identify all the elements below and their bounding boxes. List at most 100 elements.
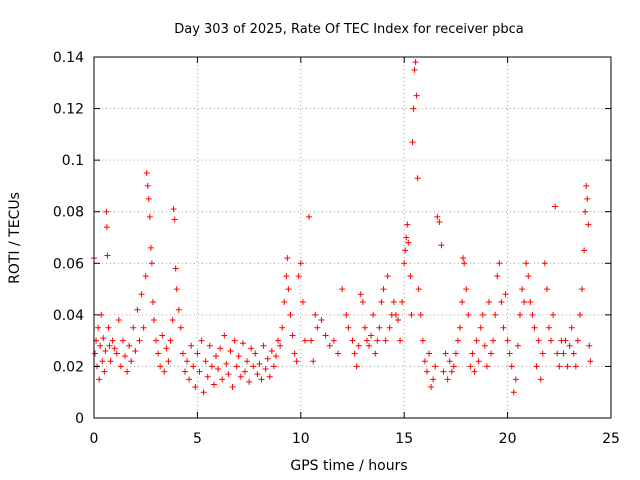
data-point-marker [96,376,103,383]
data-point-marker [144,182,151,189]
data-point-marker [426,350,433,357]
data-point-marker [339,286,346,293]
data-point-marker [572,363,579,370]
data-point-marker [170,206,177,213]
data-point-marker [566,342,573,349]
data-point-marker [519,286,526,293]
x-axis-ticks: 0 5 10 15 20 25 [90,57,620,447]
data-point-marker [206,342,213,349]
data-point-marker [529,311,536,318]
x-tick-label: 0 [90,431,99,447]
data-point-marker [272,353,279,360]
data-point-marker [496,260,503,267]
data-point-marker [266,373,273,380]
x-axis-label: GPS time / hours [290,458,407,474]
data-point-marker [213,353,220,360]
data-point-marker [450,363,457,370]
data-point-marker [353,363,360,370]
data-point-marker [492,311,499,318]
data-point-marker [217,345,224,352]
data-point-marker [248,345,255,352]
data-point-marker [432,363,439,370]
data-point-marker [181,368,188,375]
data-point-marker [237,373,244,380]
data-point-marker [438,242,445,249]
data-point-marker [582,208,589,215]
y-axis-label: ROTI / TECUs [7,192,23,284]
data-point-marker [293,358,300,365]
data-point-marker [287,311,294,318]
data-point-marker [394,317,401,324]
data-point-marker [306,213,313,220]
data-point-marker [570,350,577,357]
y-tick-label: 0.08 [53,205,84,221]
data-point-marker [148,260,155,267]
data-point-marker [448,368,455,375]
data-point-marker [512,376,519,383]
data-point-marker [562,337,569,344]
data-point-marker [256,360,263,367]
data-point-marker [539,350,546,357]
data-point-marker [106,342,113,349]
data-point-marker [473,337,480,344]
data-point-marker [281,298,288,305]
data-point-marker [124,368,131,375]
data-point-marker [535,337,542,344]
data-point-marker [231,337,238,344]
data-point-marker [417,311,424,318]
data-point-marker [411,66,418,73]
data-point-marker [374,337,381,344]
data-point-marker [190,363,197,370]
data-point-marker [554,350,561,357]
data-point-marker [103,224,110,231]
data-point-marker [410,105,417,112]
data-point-marker [382,337,389,344]
data-point-marker [153,337,160,344]
data-point-marker [310,358,317,365]
data-point-marker [392,311,399,318]
data-point-marker [399,298,406,305]
data-point-marker [552,203,559,210]
data-point-marker [227,347,234,354]
data-point-marker [543,286,550,293]
y-tick-label: 0.12 [53,102,84,118]
data-point-marker [99,358,106,365]
data-point-marker [254,371,261,378]
data-point-marker [142,273,149,280]
x-tick-label: 25 [602,431,620,447]
data-point-marker [564,363,571,370]
data-point-marker [262,366,269,373]
data-point-marker [165,358,172,365]
data-point-marker [404,221,411,228]
data-point-marker [579,286,586,293]
data-point-marker [145,195,152,202]
data-point-marker [477,324,484,331]
data-point-marker [225,371,232,378]
data-point-marker [419,337,426,344]
data-point-marker [173,286,180,293]
data-point-marker [587,358,594,365]
data-point-marker [322,332,329,339]
data-point-marker [523,260,530,267]
data-point-marker [405,239,412,246]
data-point-marker [467,363,474,370]
data-point-marker [146,213,153,220]
data-point-marker [537,376,544,383]
data-point-marker [454,337,461,344]
data-point-marker [318,317,325,324]
data-point-marker [100,335,107,342]
data-point-marker [308,337,315,344]
data-point-marker [583,182,590,189]
chart-title: Day 303 of 2025, Rate Of TEC Index for r… [174,22,524,37]
data-point-marker [434,213,441,220]
data-point-marker [550,311,557,318]
x-tick-label: 5 [193,431,202,447]
data-point-marker [471,368,478,375]
data-point-marker [194,350,201,357]
data-point-marker [233,363,240,370]
data-point-marker [117,363,124,370]
data-point-marker [270,363,277,370]
data-point-marker [283,273,290,280]
data-point-marker [301,337,308,344]
x-tick-label: 20 [499,431,517,447]
